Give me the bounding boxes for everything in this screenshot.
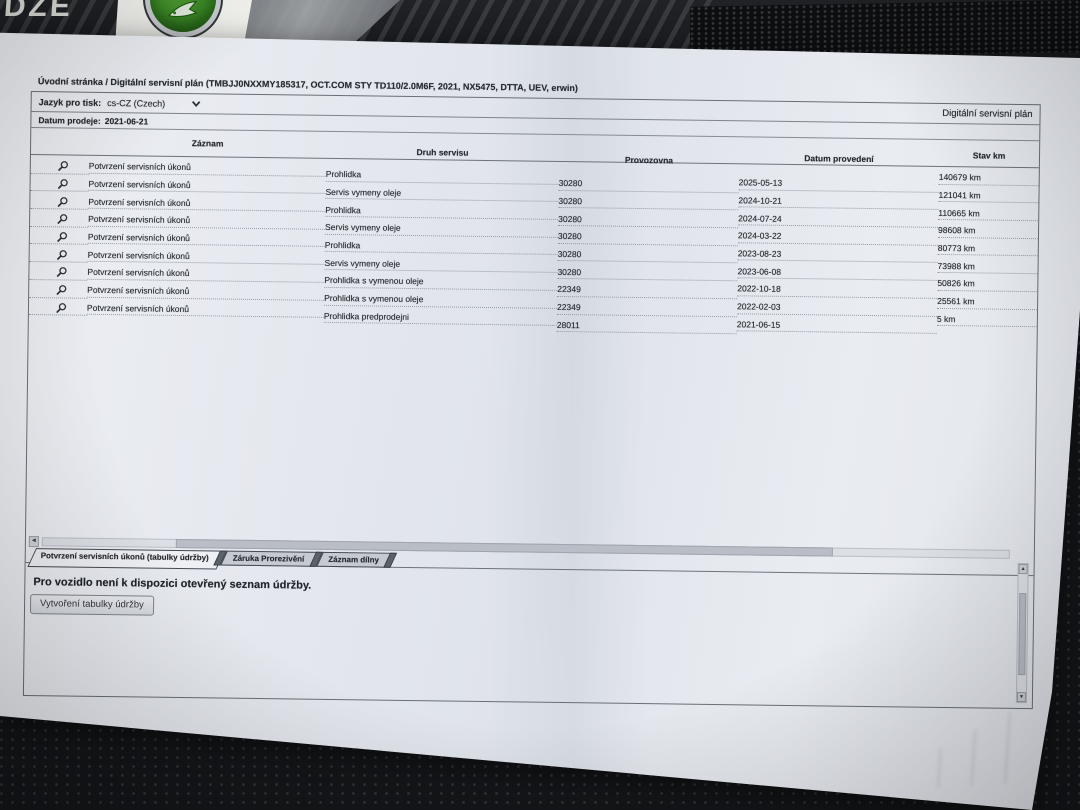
magnifier-icon[interactable]	[57, 178, 69, 189]
table-row: Potvrzení servisních úkonů Servis vymeny…	[29, 243, 1038, 282]
cell-km: 50826 km	[937, 273, 1038, 293]
table-body: Potvrzení servisních úkonů Prohlidka 302…	[28, 155, 1039, 335]
magnifier-icon[interactable]	[56, 284, 67, 295]
tab-zaznam-dilny[interactable]: Záznam dílny	[319, 552, 391, 568]
cell-branch: 30280	[557, 261, 738, 282]
sale-date-value: 2021-06-21	[104, 115, 149, 127]
cell-km: 80773 km	[937, 237, 1038, 257]
table-row: Potvrzení servisních úkonů Servis vymeny…	[30, 173, 1039, 211]
page-title: Digitální servisní plán	[942, 107, 1033, 121]
tab-zaruka-prorezivneni[interactable]: Záruka Prorezivění	[224, 551, 317, 567]
table-row: Potvrzení servisních úkonů Prohlidka pre…	[28, 297, 1038, 335]
chevron-down-icon	[191, 100, 200, 108]
tab-potvrzeni-servisnich-ukonu[interactable]: Potvrzení servisních úkonů (tabulky údrž…	[32, 548, 221, 565]
tab-label: Záruka Prorezivění	[232, 553, 305, 564]
tab-label: Záznam dílny	[328, 554, 380, 565]
cell-km: 110665 km	[938, 202, 1039, 222]
cell-branch: 28011	[556, 314, 737, 335]
cell-branch: 30280	[557, 225, 739, 247]
column-header-druh-servisu: Druh servisu	[416, 147, 469, 158]
cell-branch: 22349	[556, 296, 738, 317]
magnifier-icon[interactable]	[58, 161, 69, 172]
cell-km: 73988 km	[937, 255, 1038, 275]
create-maintenance-table-button[interactable]: Vytvoření tabulky údržby	[29, 594, 154, 616]
language-select[interactable]: Jazyk pro tisk: cs-CZ (Czech)	[39, 97, 201, 109]
cell-km: 140679 km	[938, 166, 1039, 186]
cell-branch: 30280	[558, 208, 739, 229]
table-row: Potvrzení servisních úkonů Prohlidka 302…	[30, 190, 1039, 229]
cell-km: 98608 km	[937, 219, 1039, 239]
column-header-zaznam: Záznam	[191, 138, 224, 149]
tab-panel: Pro vozidlo není k dispozici otevřený se…	[23, 561, 1034, 709]
cell-km: 121041 km	[938, 184, 1039, 204]
frame-header: Jazyk pro tisk: cs-CZ (Czech) Digitální …	[31, 92, 1040, 126]
cell-record: Potvrzení servisních úkonů	[86, 297, 325, 319]
magnifier-icon[interactable]	[57, 196, 68, 207]
cell-date: 2021-06-15	[736, 313, 937, 335]
cell-km: 25561 km	[937, 290, 1038, 310]
cell-branch: 30280	[558, 190, 739, 211]
cell-service: Prohlidka predprodejni	[323, 305, 558, 327]
table-row: Potvrzení servisních úkonů Servis vymeny…	[30, 208, 1039, 247]
cell-branch: 30280	[557, 243, 738, 264]
language-value: cs-CZ (Czech)	[107, 97, 166, 109]
magnifier-icon[interactable]	[57, 231, 68, 242]
tab-label: Potvrzení servisních úkonů (tabulky údrž…	[40, 551, 209, 563]
cell-branch: 30280	[558, 172, 739, 193]
magnifier-icon[interactable]	[57, 249, 68, 260]
magnifier-icon[interactable]	[57, 214, 68, 225]
header-spacer	[31, 141, 89, 142]
cell-branch: 22349	[557, 279, 738, 300]
column-header-datum-provedeni: Datum provedení	[804, 153, 874, 165]
arrow-down-icon[interactable]: ▼	[1016, 691, 1027, 703]
no-maintenance-message: Pro vozidlo není k dispozici otevřený se…	[33, 576, 312, 592]
sale-date-label: Datum prodeje:	[38, 114, 101, 126]
arrow-up-icon[interactable]: ▲	[1018, 563, 1028, 575]
column-header-stav-km: Stav km	[972, 150, 1006, 161]
table-row: Potvrzení servisních úkonů Prohlidka 302…	[30, 155, 1039, 193]
app-frame: Jazyk pro tisk: cs-CZ (Czech) Digitální …	[22, 91, 1041, 710]
table-row: Potvrzení servisních úkonů Prohlidka s v…	[29, 279, 1038, 317]
vertical-scrollbar[interactable]: ▲ ▼	[1015, 562, 1029, 704]
vertical-scrollbar-thumb[interactable]	[1018, 592, 1027, 676]
table-row: Potvrzení servisních úkonů Prohlidka s v…	[29, 261, 1038, 300]
printed-ui: Úvodní stránka / Digitální servisní plán…	[22, 76, 1042, 715]
arrow-left-icon[interactable]: ◄	[28, 536, 39, 548]
language-label: Jazyk pro tisk:	[38, 96, 102, 108]
magnifier-icon[interactable]	[56, 302, 67, 313]
magnifier-icon[interactable]	[56, 267, 67, 278]
table-row: Potvrzení servisních úkonů Prohlidka 302…	[29, 226, 1038, 264]
cell-km: 5 km	[936, 308, 1038, 328]
